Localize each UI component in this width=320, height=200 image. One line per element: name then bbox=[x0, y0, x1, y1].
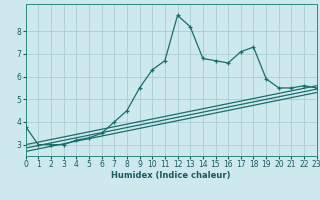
X-axis label: Humidex (Indice chaleur): Humidex (Indice chaleur) bbox=[111, 171, 231, 180]
